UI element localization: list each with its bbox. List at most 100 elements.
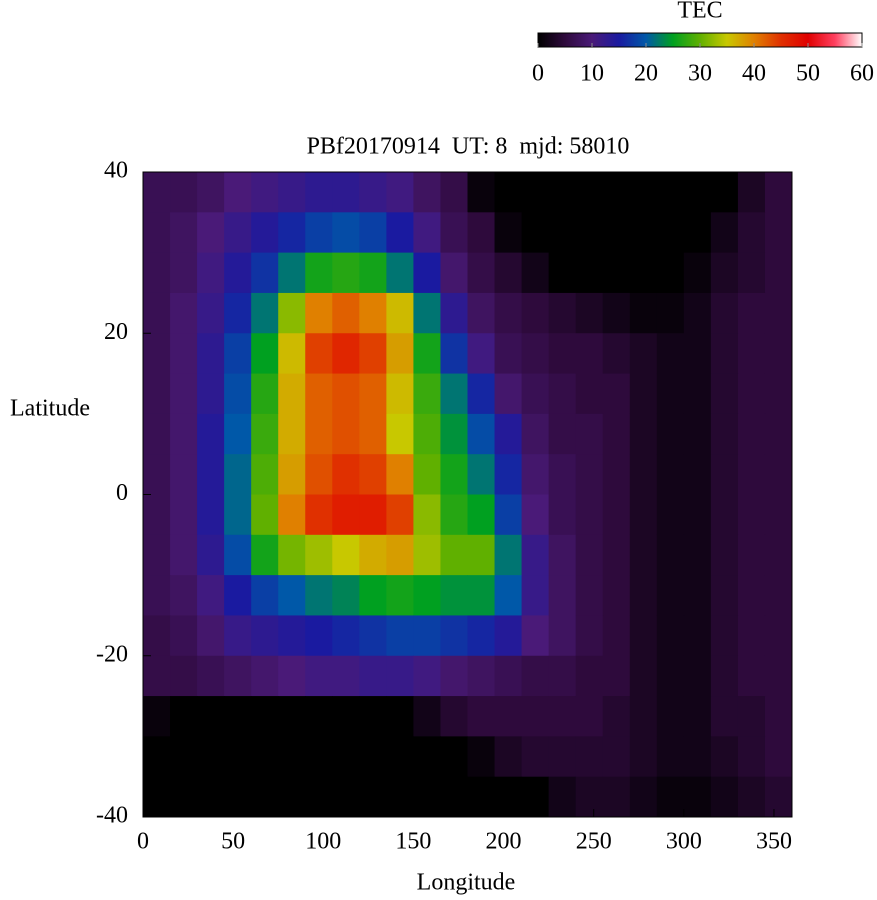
- heat-cell: [521, 212, 550, 254]
- heat-cell: [467, 373, 496, 415]
- heat-cell: [737, 776, 766, 818]
- heat-cell: [710, 575, 739, 616]
- heat-cell: [170, 615, 198, 657]
- heat-cell: [332, 655, 360, 697]
- heat-cell: [413, 534, 441, 576]
- heat-cell: [764, 575, 793, 616]
- heat-cell: [494, 292, 523, 334]
- heat-cell: [251, 736, 279, 778]
- heat-cell: [197, 373, 225, 415]
- heat-cell: [629, 413, 658, 455]
- heat-cell: [494, 776, 523, 818]
- heat-cell: [278, 494, 306, 536]
- heat-cell: [575, 696, 604, 737]
- heat-cell: [602, 172, 631, 213]
- heat-cell: [305, 212, 333, 254]
- heat-cell: [143, 373, 171, 415]
- heat-cell: [494, 333, 523, 375]
- heat-cell: [548, 252, 577, 294]
- heat-cell: [683, 494, 712, 536]
- heat-cell: [251, 413, 279, 455]
- heat-cell: [494, 696, 523, 737]
- heat-cell: [494, 534, 523, 576]
- heat-cell: [521, 736, 550, 778]
- heat-cell: [764, 252, 793, 294]
- heat-cell: [575, 454, 604, 495]
- heat-cell: [440, 736, 468, 778]
- heat-cell: [278, 212, 306, 254]
- heat-cell: [548, 776, 577, 818]
- heat-cell: [440, 696, 468, 737]
- heat-cell: [278, 615, 306, 657]
- heat-cell: [494, 575, 523, 616]
- heat-cell: [170, 575, 198, 616]
- heat-cell: [197, 252, 225, 294]
- heat-cell: [494, 655, 523, 697]
- heat-cell: [629, 534, 658, 576]
- y-tick-label: -20: [96, 641, 128, 667]
- heat-cell: [629, 292, 658, 334]
- colorbar-tick-label: 40: [742, 61, 766, 87]
- heat-cell: [143, 736, 171, 778]
- heat-cell: [467, 252, 496, 294]
- heat-cell: [764, 333, 793, 375]
- heat-cell: [467, 534, 496, 576]
- heat-cell: [548, 172, 577, 213]
- heat-cell: [224, 212, 252, 254]
- heat-cell: [683, 373, 712, 415]
- heat-cell: [656, 615, 685, 657]
- heat-cell: [548, 615, 577, 657]
- heat-cell: [251, 172, 279, 213]
- heat-cell: [575, 333, 604, 375]
- heat-cell: [737, 413, 766, 455]
- heat-cell: [575, 776, 604, 818]
- heat-cell: [197, 172, 225, 213]
- heat-cell: [278, 736, 306, 778]
- heat-cell: [656, 413, 685, 455]
- heat-cell: [170, 454, 198, 495]
- heat-cell: [305, 776, 333, 818]
- heat-cell: [656, 252, 685, 294]
- heat-cell: [521, 575, 550, 616]
- y-tick-label: 20: [104, 319, 128, 345]
- heat-cell: [521, 534, 550, 576]
- heat-cell: [197, 575, 225, 616]
- heat-cell: [521, 172, 550, 213]
- heat-cell: [440, 494, 468, 536]
- x-tick-label: 150: [395, 829, 431, 855]
- heat-cell: [440, 776, 468, 818]
- heat-cell: [548, 534, 577, 576]
- heat-cell: [683, 252, 712, 294]
- heat-cell: [737, 333, 766, 375]
- heat-cell: [440, 172, 468, 213]
- heat-cell: [629, 373, 658, 415]
- heat-cell: [521, 615, 550, 657]
- heat-cell: [737, 575, 766, 616]
- heat-cell: [737, 534, 766, 576]
- colorbar-tick-label: 50: [796, 61, 820, 87]
- heat-cell: [224, 172, 252, 213]
- heat-cell: [764, 292, 793, 334]
- heat-cell: [143, 413, 171, 455]
- heat-cell: [575, 413, 604, 455]
- heat-cell: [548, 454, 577, 495]
- heat-cell: [737, 454, 766, 495]
- heat-cell: [602, 413, 631, 455]
- heat-cell: [170, 494, 198, 536]
- heat-cell: [305, 252, 333, 294]
- heat-cell: [359, 615, 387, 657]
- heat-cell: [332, 696, 360, 737]
- heat-cell: [467, 696, 496, 737]
- heat-cell: [710, 776, 739, 818]
- heat-cell: [656, 494, 685, 536]
- heat-cell: [467, 333, 496, 375]
- heat-cell: [737, 212, 766, 254]
- heat-cell: [494, 736, 523, 778]
- heat-cell: [278, 172, 306, 213]
- heat-cell: [440, 333, 468, 375]
- heat-cell: [683, 333, 712, 375]
- heat-cell: [305, 575, 333, 616]
- heat-cell: [656, 333, 685, 375]
- heat-cell: [413, 696, 441, 737]
- heat-cell: [602, 252, 631, 294]
